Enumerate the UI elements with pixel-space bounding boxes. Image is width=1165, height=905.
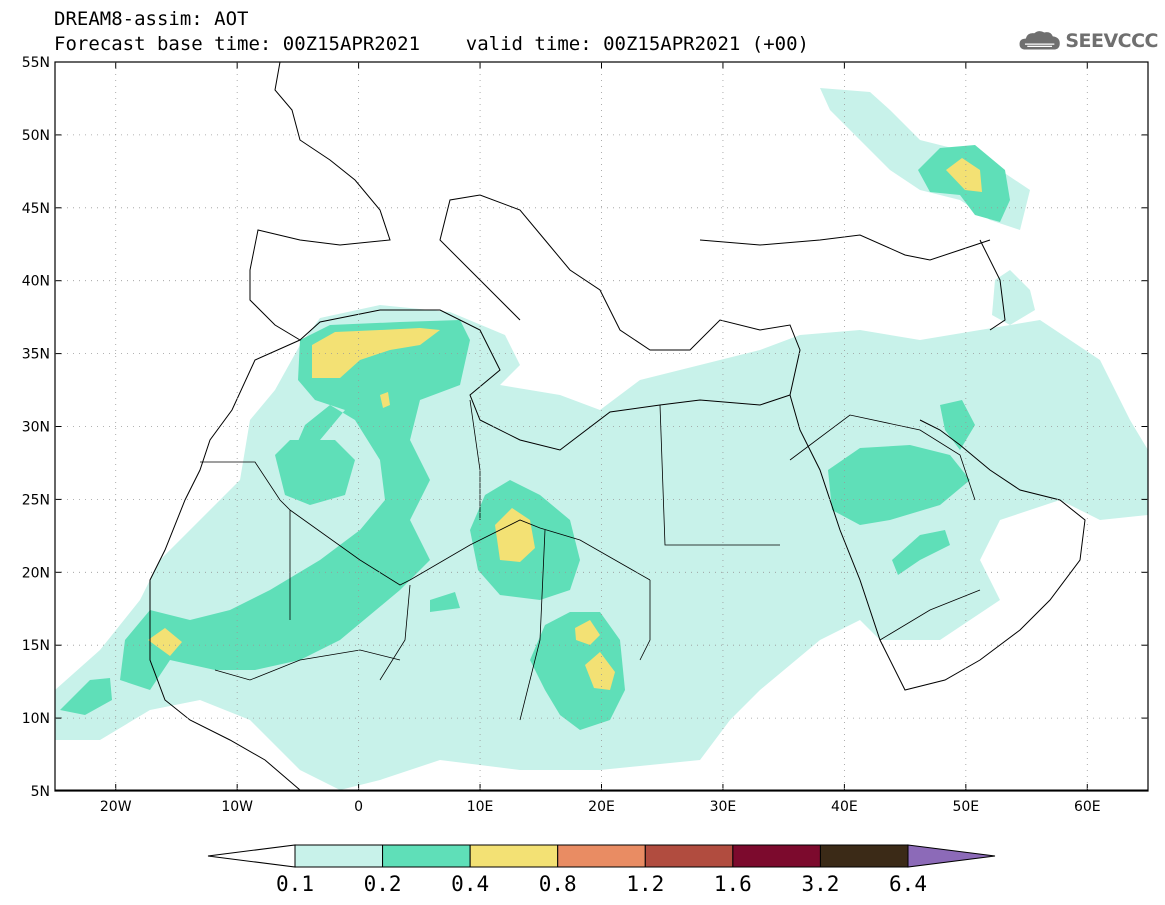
colorbar-label: 0.2	[363, 872, 402, 896]
lat-label: 55N	[22, 55, 50, 71]
colorbar-label: 0.4	[451, 872, 490, 896]
forecast-time-label: Forecast base time: 00Z15APR2021 valid t…	[54, 33, 809, 55]
country-borders	[200, 399, 981, 721]
lon-label: 0	[354, 799, 363, 815]
logo-text: SEEVCCC	[1065, 30, 1158, 52]
lon-label: 20W	[100, 799, 132, 815]
lat-label: 15N	[22, 638, 50, 654]
cloud-icon	[1019, 31, 1060, 50]
lat-label: 40N	[22, 274, 50, 290]
lon-label: 20E	[588, 799, 615, 815]
longitude-labels: 20W 10W 0 10E 20E 30E 40E 50E 60E	[100, 799, 1101, 815]
colorbar-label: 3.2	[801, 872, 840, 896]
map-title: DREAM8-assim: AOT	[54, 8, 249, 30]
graticule	[55, 61, 1148, 792]
aot-contours	[55, 88, 1148, 790]
lon-label: 10E	[467, 799, 494, 815]
colorbar-label: 0.8	[538, 872, 577, 896]
lat-label: 10N	[22, 711, 50, 727]
lon-label: 60E	[1074, 799, 1101, 815]
latitude-labels: 55N 50N 45N 40N 35N 30N 25N 20N 15N 10N 5N	[22, 55, 50, 800]
colorbar-label: 1.6	[713, 872, 752, 896]
lat-label: 25N	[22, 492, 50, 508]
colorbar-label: 1.2	[626, 872, 665, 896]
lon-label: 30E	[710, 799, 737, 815]
lat-label: 30N	[22, 420, 50, 436]
lon-label: 50E	[952, 799, 979, 815]
lat-label: 45N	[22, 201, 50, 217]
lat-label: 50N	[22, 128, 50, 144]
aot-level-0-4	[148, 158, 982, 690]
seevccc-logo: SEEVCCC	[1018, 24, 1158, 58]
map-frame	[54, 61, 1149, 792]
lat-label: 5N	[31, 784, 50, 800]
lon-label: 10W	[221, 799, 253, 815]
colorbar-label: 0.1	[276, 872, 314, 896]
lon-label: 40E	[831, 799, 858, 815]
colorbar-label: 6.4	[889, 872, 927, 896]
lat-label: 20N	[22, 565, 50, 581]
lat-label: 35N	[22, 347, 50, 363]
